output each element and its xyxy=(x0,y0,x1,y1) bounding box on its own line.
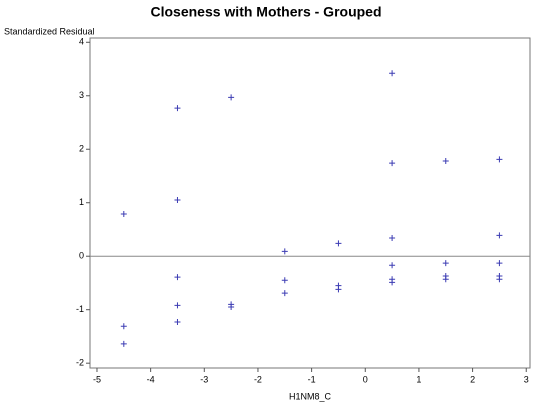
x-tick-label: -5 xyxy=(93,374,101,384)
point xyxy=(281,290,288,297)
point xyxy=(174,105,181,112)
point xyxy=(389,160,396,167)
y-tick-label: -2 xyxy=(76,358,84,368)
x-tick-label: 2 xyxy=(470,374,475,384)
point xyxy=(174,319,181,326)
x-tick-label: -1 xyxy=(308,374,316,384)
point xyxy=(442,276,449,283)
point xyxy=(174,274,181,281)
point xyxy=(389,279,396,286)
x-tick-label: -2 xyxy=(254,374,262,384)
point xyxy=(496,276,503,283)
point xyxy=(496,260,503,267)
point xyxy=(228,94,235,101)
point xyxy=(228,304,235,311)
x-tick-label: 3 xyxy=(524,374,529,384)
point xyxy=(496,156,503,163)
chart-title: Closeness with Mothers - Grouped xyxy=(150,4,381,20)
point xyxy=(120,210,127,217)
x-axis-label: H1NM8_C xyxy=(289,391,332,401)
x-tick-label: 0 xyxy=(363,374,368,384)
point xyxy=(174,302,181,309)
y-tick-label: 3 xyxy=(79,90,84,100)
point xyxy=(389,235,396,242)
point xyxy=(120,323,127,330)
point xyxy=(120,340,127,347)
y-tick-label: -1 xyxy=(76,304,84,314)
point xyxy=(281,248,288,255)
y-axis-label: Standardized Residual xyxy=(4,26,95,36)
y-tick-label: 2 xyxy=(79,144,84,154)
point xyxy=(174,197,181,204)
y-tick-label: 1 xyxy=(79,197,84,207)
point xyxy=(335,286,342,293)
x-tick-label: 1 xyxy=(416,374,421,384)
point xyxy=(496,232,503,239)
point xyxy=(442,158,449,165)
point xyxy=(389,70,396,77)
y-tick-label: 0 xyxy=(79,251,84,261)
point xyxy=(335,240,342,247)
plot-frame xyxy=(89,37,531,369)
point xyxy=(442,260,449,267)
point xyxy=(389,262,396,269)
x-tick-label: -4 xyxy=(147,374,155,384)
y-tick-label: 4 xyxy=(79,37,84,47)
point xyxy=(281,277,288,284)
x-tick-label: -3 xyxy=(200,374,208,384)
